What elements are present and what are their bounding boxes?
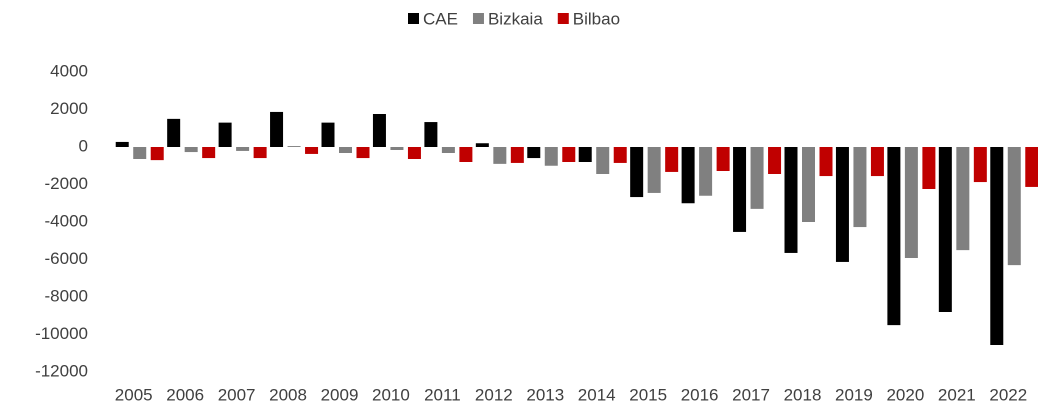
x-tick-label: 2020 [886, 385, 924, 404]
bar [904, 147, 918, 258]
bar [372, 114, 386, 147]
bar [493, 147, 507, 164]
bar [459, 147, 473, 162]
bar [133, 147, 147, 159]
y-tick-label: 4000 [50, 61, 88, 80]
x-tick-label: 2021 [938, 385, 976, 404]
bar [630, 147, 644, 198]
bar [270, 111, 284, 147]
legend-swatch [472, 13, 484, 24]
bar [681, 147, 695, 204]
bar [115, 141, 129, 147]
y-tick-label: -10000 [35, 324, 88, 343]
bar [819, 147, 833, 177]
bar [1007, 147, 1021, 266]
x-tick-label: 2010 [372, 385, 410, 404]
y-tick-label: -8000 [45, 286, 88, 305]
bar [253, 147, 267, 159]
legend-label: CAE [423, 9, 458, 28]
bar [321, 122, 335, 147]
x-tick-label: 2013 [526, 385, 564, 404]
bar [887, 147, 901, 326]
bar [922, 147, 936, 189]
bar [510, 147, 524, 163]
bar [441, 147, 455, 153]
bar [236, 147, 250, 151]
bar [750, 147, 764, 209]
bar [184, 147, 198, 153]
x-tick-label: 2009 [321, 385, 359, 404]
legend-swatch [408, 13, 419, 24]
bar [544, 147, 558, 166]
x-tick-label: 2012 [475, 385, 513, 404]
bar [870, 147, 884, 177]
x-tick-label: 2019 [835, 385, 873, 404]
y-tick-label: 2000 [50, 99, 88, 118]
bar [562, 147, 576, 162]
bar [768, 147, 782, 174]
x-tick-label: 2022 [989, 385, 1027, 404]
bar [784, 147, 798, 253]
bar [665, 147, 679, 172]
bar [802, 147, 815, 222]
x-tick-label: 2016 [681, 385, 719, 404]
bar [218, 122, 232, 147]
x-tick-label: 2011 [424, 385, 461, 404]
bar [475, 143, 489, 147]
y-tick-label: -2000 [45, 174, 88, 193]
bar [973, 147, 987, 183]
x-tick-label: 2018 [784, 385, 822, 404]
bar [167, 118, 181, 147]
x-tick-label: 2006 [166, 385, 204, 404]
bar [596, 147, 610, 174]
bar [699, 147, 713, 196]
legend-label: Bilbao [573, 9, 620, 28]
bar [202, 147, 216, 159]
y-tick-label: -4000 [45, 211, 88, 230]
bar [407, 147, 421, 159]
bar [339, 147, 352, 153]
bar [938, 147, 952, 312]
bar [287, 146, 301, 147]
bar [647, 147, 661, 193]
x-tick-label: 2007 [218, 385, 256, 404]
legend-label: Bizkaia [488, 9, 543, 28]
x-tick-label: 2014 [578, 385, 616, 404]
bar [578, 147, 592, 162]
bar [305, 147, 319, 154]
bar [424, 122, 438, 147]
bar [390, 147, 404, 150]
x-tick-label: 2017 [732, 385, 770, 404]
bar [716, 147, 730, 171]
x-tick-label: 2008 [269, 385, 307, 404]
bar [853, 147, 867, 228]
bar [990, 147, 1004, 345]
bar [150, 147, 164, 161]
bar [835, 147, 849, 262]
bar [1025, 147, 1038, 187]
bar [733, 147, 747, 232]
bar [613, 147, 627, 163]
bar [956, 147, 970, 251]
y-tick-label: 0 [79, 136, 88, 155]
x-tick-label: 2015 [629, 385, 667, 404]
bar [527, 147, 541, 159]
bar [356, 147, 370, 159]
x-tick-label: 2005 [115, 385, 153, 404]
y-tick-label: -6000 [45, 249, 88, 268]
y-tick-label: -12000 [35, 361, 88, 380]
legend-swatch [557, 13, 569, 24]
